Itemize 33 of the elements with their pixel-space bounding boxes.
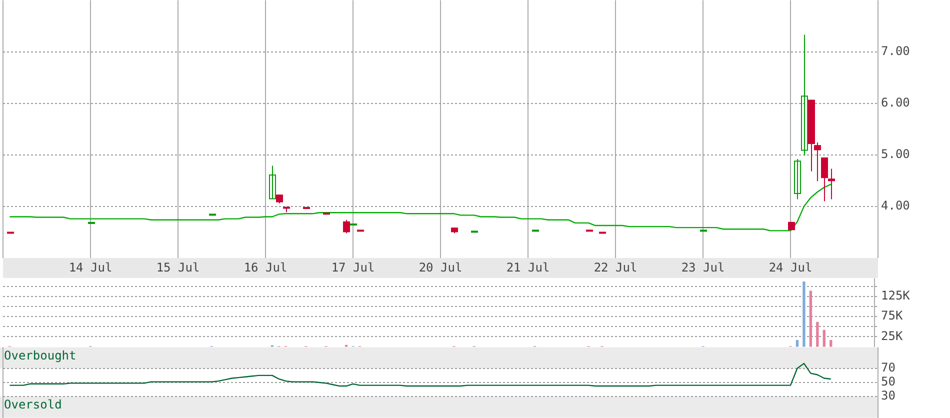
y-tick-label: 125K xyxy=(881,288,911,302)
x-tick-label: 21 Jul xyxy=(506,260,550,274)
y-tick-label: 5.00 xyxy=(881,147,910,162)
y-tick-label: 75K xyxy=(881,308,904,323)
y-tick-label: 4.00 xyxy=(881,198,910,213)
x-tick-label: 14 Jul xyxy=(68,260,112,274)
candlestick xyxy=(269,165,276,200)
y-tick-label: 7.00 xyxy=(881,44,910,58)
candlestick xyxy=(828,168,835,200)
band-label: Overbought xyxy=(4,348,76,362)
y-tick-label: 70 xyxy=(881,360,896,375)
candlestick xyxy=(821,156,828,202)
candlestick xyxy=(794,158,801,200)
x-tick-label: 16 Jul xyxy=(244,260,288,274)
x-tick-label: 24 Jul xyxy=(768,260,812,274)
x-tick-label: 17 Jul xyxy=(331,260,375,274)
x-tick-label: 20 Jul xyxy=(418,260,462,274)
candlestick xyxy=(801,34,808,156)
bar xyxy=(830,340,832,347)
y-tick-label: 25K xyxy=(881,328,904,343)
x-tick-label: 15 Jul xyxy=(156,260,200,274)
candlestick xyxy=(343,219,350,234)
bar xyxy=(809,290,812,347)
bar xyxy=(796,340,799,347)
bar xyxy=(802,282,806,347)
y-tick-label: 50 xyxy=(881,374,896,389)
band-label: Oversold xyxy=(4,398,62,412)
x-tick-label: 23 Jul xyxy=(681,260,725,274)
x-tick-label: 22 Jul xyxy=(594,260,638,274)
bar xyxy=(822,330,826,347)
y-tick-label: 30 xyxy=(881,388,896,403)
y-tick-label: 6.00 xyxy=(881,95,910,110)
bar xyxy=(816,322,819,347)
